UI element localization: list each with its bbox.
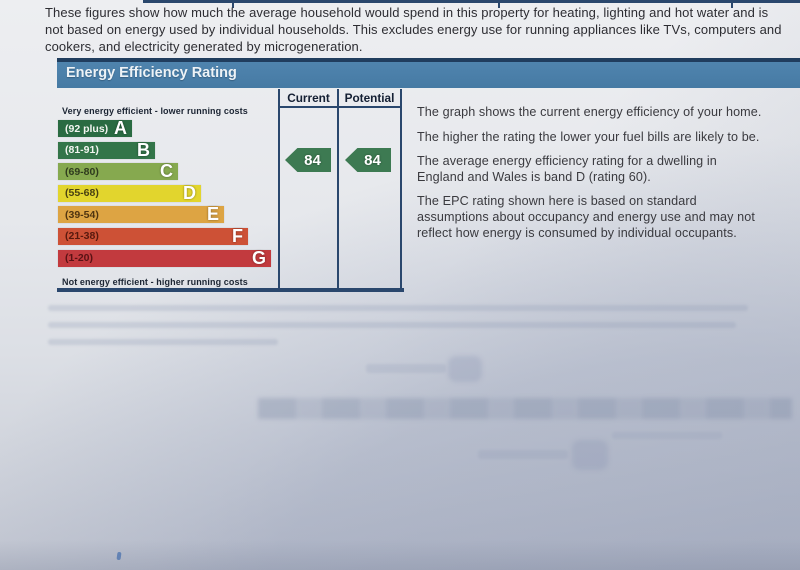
current-rating-value: 84 [304, 151, 321, 169]
ghost-smudge [572, 440, 608, 470]
section-title: Energy Efficiency Rating [66, 65, 237, 81]
cropped-table-border [143, 0, 800, 3]
band-letter: B [137, 139, 150, 160]
epc-band: (81-91) B [58, 139, 155, 160]
band-letter: E [206, 204, 219, 225]
description-paragraph: The average energy efficiency rating for… [417, 154, 717, 184]
cropped-table-tick [731, 0, 733, 8]
column-divider [400, 89, 402, 288]
potential-rating-value: 84 [364, 151, 381, 169]
band-letter: G [251, 247, 266, 268]
chart-top-label: Very energy efficient - lower running co… [62, 106, 248, 116]
epc-bands: (92 plus) A (81-91) B (69-80) C (55-68) … [58, 118, 278, 271]
description-paragraph: The EPC rating shown here is based on st… [417, 194, 755, 240]
ghost-smudge [48, 322, 736, 328]
potential-column-header: Potential [344, 91, 395, 105]
epc-band: (55-68) D [58, 182, 201, 203]
band-letter: F [232, 225, 243, 246]
ghost-smudge [612, 432, 722, 439]
ghost-smudge [366, 364, 446, 373]
band-range-label: (21-38) [65, 230, 99, 243]
rating-description: The graph shows the current energy effic… [417, 105, 762, 250]
column-header-underline [278, 106, 402, 108]
column-divider [278, 89, 280, 288]
section-header: Energy Efficiency Rating [57, 58, 800, 88]
ghost-smudge [448, 356, 482, 382]
description-paragraph: The graph shows the current energy effic… [417, 105, 762, 119]
current-column-header: Current [287, 91, 330, 105]
ink-speck [116, 551, 122, 561]
epc-band: (69-80) C [58, 161, 178, 182]
epc-band: (1-20) G [58, 247, 271, 268]
potential-rating-arrow: 84 [345, 148, 391, 172]
band-letter: C [160, 161, 173, 182]
band-range-label: (92 plus) [65, 122, 109, 135]
band-range-label: (81-91) [65, 144, 99, 157]
band-range-label: (39-54) [65, 208, 99, 221]
ghost-smudge [258, 398, 792, 419]
band-range-label: (1-20) [65, 252, 94, 265]
column-divider [337, 89, 339, 288]
cropped-table-tick [498, 0, 500, 8]
ghost-smudge [48, 339, 278, 345]
chart-bottom-label: Not energy efficient - higher running co… [62, 277, 248, 287]
epc-band: (92 plus) A [58, 118, 132, 138]
intro-paragraph: These figures show how much the average … [45, 5, 782, 54]
band-range-label: (55-68) [65, 187, 99, 200]
ghost-smudge [478, 450, 568, 459]
description-paragraph: The higher the rating the lower your fue… [417, 129, 760, 144]
cropped-table-tick [232, 0, 234, 8]
current-rating-arrow: 84 [285, 148, 331, 172]
epc-band: (39-54) E [58, 204, 224, 225]
band-letter: D [183, 182, 196, 203]
ghost-smudge [48, 305, 748, 311]
epc-band: (21-38) F [58, 225, 248, 246]
chart-bottom-border [57, 288, 404, 292]
band-range-label: (69-80) [65, 165, 99, 178]
band-letter: A [114, 118, 127, 138]
